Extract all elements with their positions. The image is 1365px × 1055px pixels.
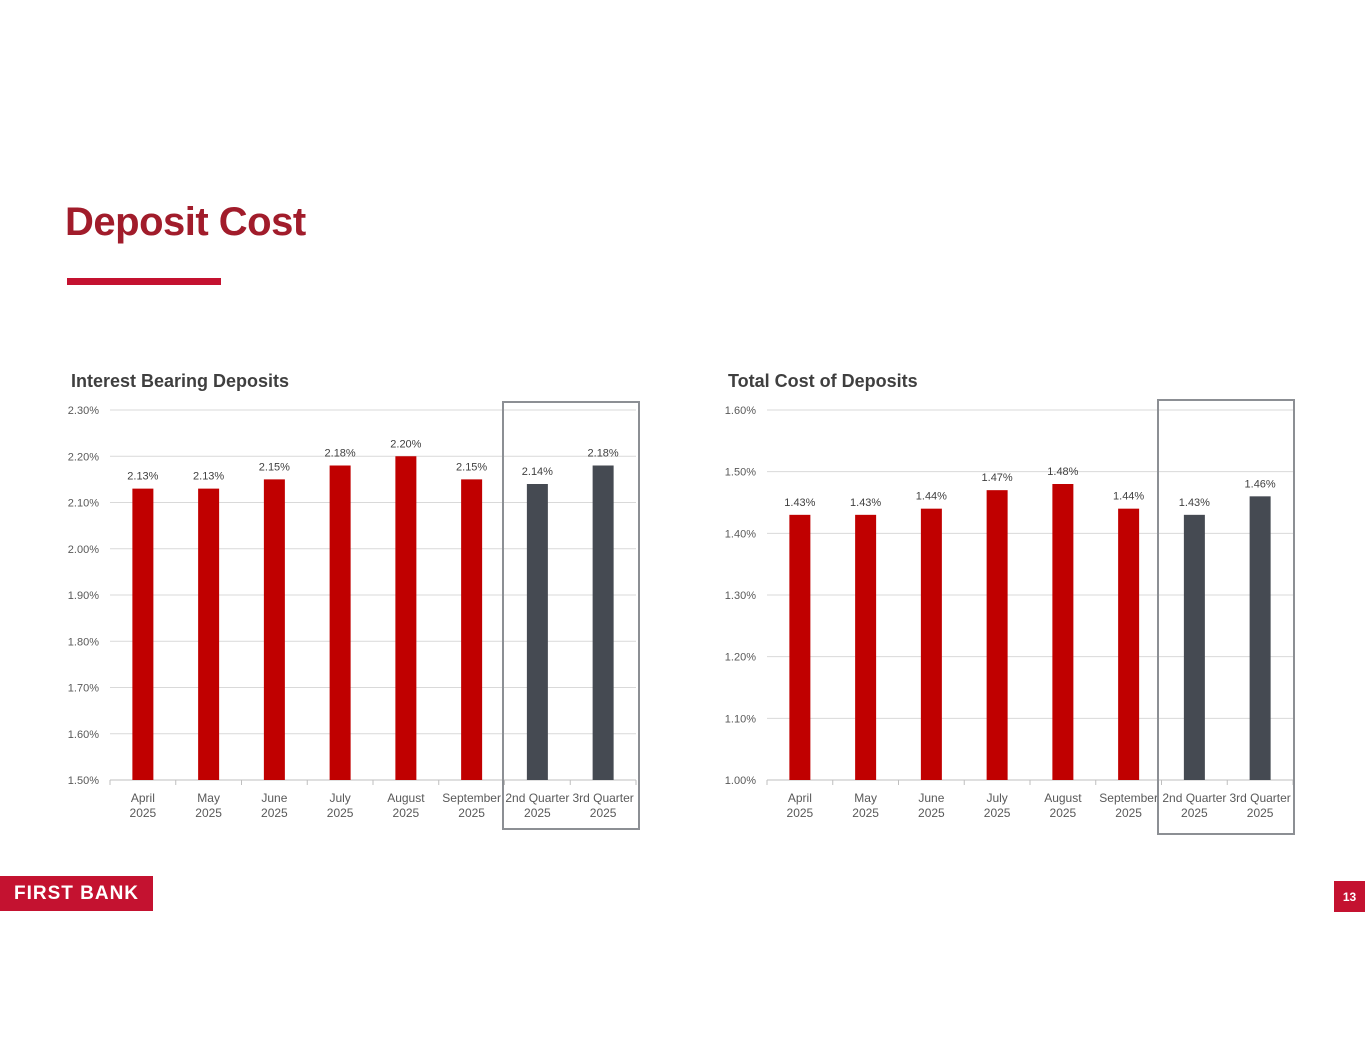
x-tick-label: July	[329, 791, 350, 805]
quarter-highlight-box	[502, 401, 640, 830]
chart-title-interest-bearing: Interest Bearing Deposits	[71, 371, 290, 391]
x-tick-label-year: 2025	[195, 806, 222, 820]
x-tick-label-year: 2025	[393, 806, 420, 820]
data-label: 2.15%	[456, 461, 487, 473]
x-tick-label-year: 2025	[590, 806, 617, 820]
x-tick-label: April	[131, 791, 155, 805]
bar	[395, 456, 417, 780]
y-tick-label: 1.30%	[725, 590, 756, 602]
x-tick-label-year: 2025	[524, 806, 551, 820]
data-label: 2.18%	[588, 448, 619, 460]
x-tick-label: 3rd Quarter	[572, 791, 633, 805]
y-tick-label: 1.20%	[725, 652, 756, 664]
x-tick-label: September	[442, 791, 501, 805]
bar	[986, 490, 1008, 780]
bar	[920, 508, 942, 780]
bar	[789, 514, 811, 780]
data-label: 2.14%	[522, 466, 553, 478]
bar	[855, 514, 877, 780]
x-tick-label-year: 2025	[1050, 806, 1077, 820]
bar	[198, 488, 220, 780]
y-tick-label: 1.60%	[725, 405, 756, 417]
x-tick-label-year: 2025	[261, 806, 288, 820]
quarter-highlight-box	[1157, 399, 1295, 835]
first-bank-logo: FIRST BANK	[0, 876, 153, 911]
chart-total-cost-of-deposits: 1.00% 1.10% 1.20% 1.30% 1.40% 1.50% 1.60% 1.43%…	[725, 399, 1295, 835]
data-label: 1.48%	[1047, 466, 1078, 478]
bar	[132, 488, 154, 780]
bar	[1052, 484, 1074, 780]
x-tick-label-year: 2025	[918, 806, 945, 820]
bar	[526, 484, 548, 780]
y-tick-label: 1.50%	[68, 775, 99, 787]
y-tick-label: 1.90%	[68, 590, 99, 602]
x-tick-label-year: 2025	[1247, 806, 1274, 820]
bar	[1249, 496, 1271, 780]
bar	[329, 465, 351, 780]
data-label: 2.18%	[325, 448, 356, 460]
y-tick-label: 2.30%	[68, 405, 99, 417]
x-tick-label-year: 2025	[130, 806, 157, 820]
chart-title-total-cost: Total Cost of Deposits	[728, 371, 918, 391]
data-label: 1.44%	[916, 491, 947, 503]
y-tick-label: 1.10%	[725, 713, 756, 725]
x-tick-label: June	[261, 791, 287, 805]
y-tick-label: 2.00%	[68, 544, 99, 556]
x-tick-label-year: 2025	[1181, 806, 1208, 820]
data-label: 2.13%	[127, 471, 158, 483]
x-tick-label: July	[986, 791, 1007, 805]
x-tick-label-year: 2025	[327, 806, 354, 820]
y-tick-label: 2.20%	[68, 451, 99, 463]
bar	[592, 465, 614, 780]
bar	[1118, 508, 1140, 780]
x-tick-label: April	[788, 791, 812, 805]
data-label: 1.43%	[850, 497, 881, 509]
data-label: 1.44%	[1113, 491, 1144, 503]
data-label: 2.13%	[193, 471, 224, 483]
x-tick-label: 2nd Quarter	[1162, 791, 1226, 805]
x-tick-label-year: 2025	[787, 806, 814, 820]
data-label: 1.43%	[784, 497, 815, 509]
x-tick-label-year: 2025	[852, 806, 879, 820]
y-tick-label: 1.70%	[68, 683, 99, 695]
bar	[461, 479, 483, 780]
x-tick-label-year: 2025	[984, 806, 1011, 820]
y-tick-label: 2.10%	[68, 498, 99, 510]
data-label: 2.20%	[390, 438, 421, 450]
x-tick-label: 3rd Quarter	[1229, 791, 1290, 805]
x-tick-label: June	[918, 791, 944, 805]
y-tick-label: 1.00%	[725, 775, 756, 787]
bar	[1183, 514, 1205, 780]
y-tick-label: 1.50%	[725, 467, 756, 479]
x-tick-label: August	[387, 791, 425, 805]
x-tick-label: September	[1099, 791, 1158, 805]
y-tick-label: 1.60%	[68, 729, 99, 741]
data-label: 2.15%	[259, 461, 290, 473]
x-tick-label: May	[854, 791, 877, 805]
page-title: Deposit Cost	[65, 200, 306, 244]
x-tick-label-year: 2025	[458, 806, 485, 820]
page-number: 13	[1334, 881, 1365, 912]
chart-interest-bearing-deposits: 1.50% 1.60% 1.70% 1.80% 1.90% 2.00% 2.10% 2.20%…	[68, 401, 640, 830]
data-label: 1.46%	[1245, 478, 1276, 490]
x-tick-label-year: 2025	[1115, 806, 1142, 820]
title-underline	[67, 278, 221, 285]
x-tick-label: August	[1044, 791, 1082, 805]
x-tick-label: 2nd Quarter	[505, 791, 569, 805]
data-label: 1.43%	[1179, 497, 1210, 509]
bar	[263, 479, 285, 780]
x-tick-label: May	[197, 791, 220, 805]
data-label: 1.47%	[982, 472, 1013, 484]
y-tick-label: 1.80%	[68, 636, 99, 648]
y-tick-label: 1.40%	[725, 528, 756, 540]
